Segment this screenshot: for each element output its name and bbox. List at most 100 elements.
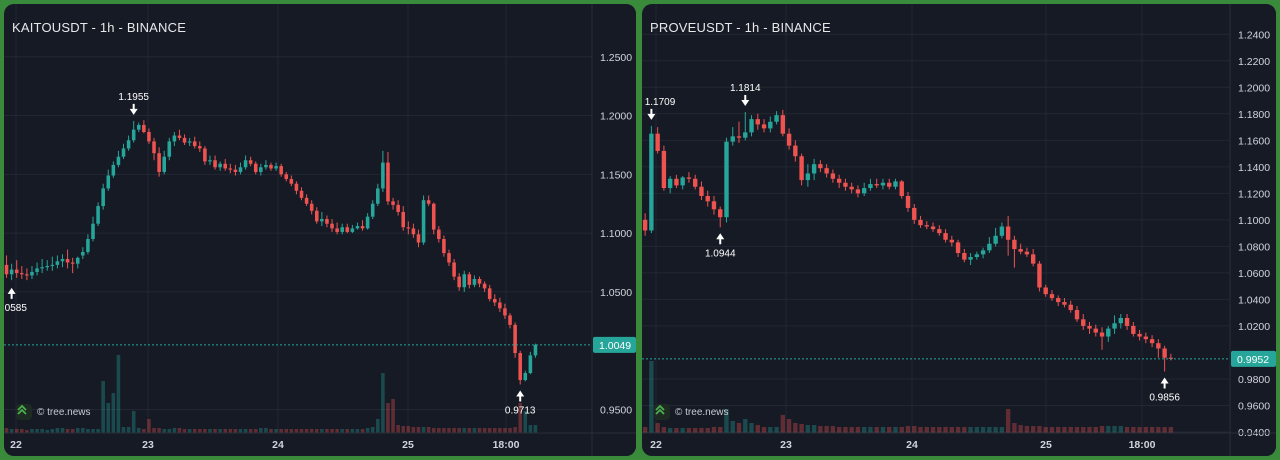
volume-bar [431, 428, 436, 433]
candle-body [508, 315, 512, 325]
candle-body [350, 228, 355, 232]
y-tick-label: 1.2000 [1238, 82, 1270, 94]
volume-bar [381, 373, 385, 433]
candle-body [943, 233, 948, 240]
volume-bar [655, 423, 660, 433]
volume-bar [55, 428, 60, 433]
candle-body [345, 227, 350, 232]
volume-bar [162, 429, 166, 433]
candle-body [874, 184, 879, 186]
volume-bar [14, 429, 19, 433]
volume-bar [467, 428, 472, 433]
volume-bar [304, 429, 309, 433]
y-tick-label: 1.0200 [1238, 321, 1270, 333]
candle-body [487, 288, 492, 299]
volume-bar [705, 428, 710, 433]
volume-bar [680, 428, 685, 433]
candle-body [528, 355, 533, 374]
candle-body [248, 160, 253, 164]
volume-bar [1024, 426, 1030, 433]
candle-body [243, 160, 248, 168]
volume-bar [1074, 427, 1080, 433]
candle-body [718, 209, 723, 218]
volume-bar [736, 423, 742, 433]
volume-bar [874, 427, 879, 433]
y-tick-label: 1.2200 [1238, 56, 1270, 68]
candle-body [70, 262, 75, 264]
annotation-label: 0.9856 [1149, 393, 1180, 404]
volume-bar [661, 427, 667, 433]
candle-body [147, 132, 151, 142]
volume-bar [60, 428, 65, 433]
candle-body [60, 258, 65, 262]
volume-bar [768, 427, 773, 433]
volume-bar [980, 427, 986, 433]
volume-bar [126, 427, 131, 433]
candle-body [182, 137, 187, 143]
volume-bar [487, 428, 492, 433]
candle-body [849, 186, 854, 190]
annotation-label: 1.0585 [4, 303, 27, 314]
volume-bar [426, 427, 431, 433]
watermark: © tree.news [654, 404, 729, 420]
candle-body [1012, 239, 1017, 250]
volume-bar [949, 427, 955, 433]
annotation-arrow-down [129, 103, 138, 115]
candle-body [218, 163, 222, 168]
volume-bar [314, 429, 319, 433]
volume-bar [1149, 427, 1155, 433]
double-chevron-up-icon [16, 404, 32, 420]
y-tick-label: 1.2400 [1238, 29, 1270, 41]
candle-body [152, 141, 156, 154]
candle-body [416, 234, 421, 243]
candle-body [431, 203, 436, 230]
watermark-text: © tree.news [37, 406, 91, 418]
volume-bar [999, 427, 1005, 433]
volume-bar [1037, 426, 1042, 433]
volume-bar [1118, 426, 1123, 433]
candle-body [1037, 263, 1042, 288]
candle-body [1143, 336, 1149, 340]
double-chevron-up-icon [654, 404, 670, 420]
candle-body [912, 207, 917, 220]
annotation-arrow-up [516, 390, 525, 402]
volume-bar [131, 411, 136, 433]
candle-body [686, 177, 692, 179]
annotation-arrow-up [1160, 377, 1169, 389]
candle-body [284, 174, 289, 180]
volume-bar [416, 427, 421, 433]
candle-body [330, 223, 334, 229]
candle-body [172, 135, 177, 142]
candlestick-chart-kaito[interactable]: 1.1955 1.0585 0.9713 1.2500 1.2000 1.1500 1.10… [4, 4, 636, 456]
candle-body [279, 166, 283, 175]
candle-body [325, 219, 329, 224]
candle-body [314, 210, 319, 222]
volume-bar [508, 428, 512, 433]
candle-body [523, 373, 528, 381]
volume-bar [868, 427, 873, 433]
volume-bar [101, 381, 105, 433]
candle-body [1024, 251, 1030, 255]
candle-body [1162, 348, 1167, 358]
volume-bar [1012, 423, 1017, 433]
volume-bar [1106, 426, 1111, 433]
candle-body [836, 178, 842, 183]
volume-bar [40, 429, 44, 433]
candle-body [680, 177, 685, 186]
candle-body [198, 146, 202, 149]
candle-body [208, 160, 212, 162]
chart-panel-prove[interactable]: 1.1709 1.1814 1.0944 0.9856 1.2400 1.2200 1.20… [642, 4, 1276, 456]
candle-body [116, 156, 121, 165]
candle-body [962, 253, 967, 260]
volume-bar [1062, 427, 1067, 433]
volume-bar [447, 428, 451, 433]
candle-body [264, 164, 268, 168]
candle-body [699, 186, 704, 197]
candle-body [1118, 317, 1123, 324]
chart-panel-kaito[interactable]: 1.1955 1.0585 0.9713 1.2500 1.2000 1.1500 1.10… [4, 4, 636, 456]
volume-bar [1005, 409, 1011, 433]
volume-bar [987, 427, 992, 433]
watermark-text: © tree.news [675, 406, 729, 418]
candlestick-chart-prove[interactable]: 1.1709 1.1814 1.0944 0.9856 1.2400 1.2200 1.20… [642, 4, 1276, 456]
volume-bar [649, 361, 654, 433]
